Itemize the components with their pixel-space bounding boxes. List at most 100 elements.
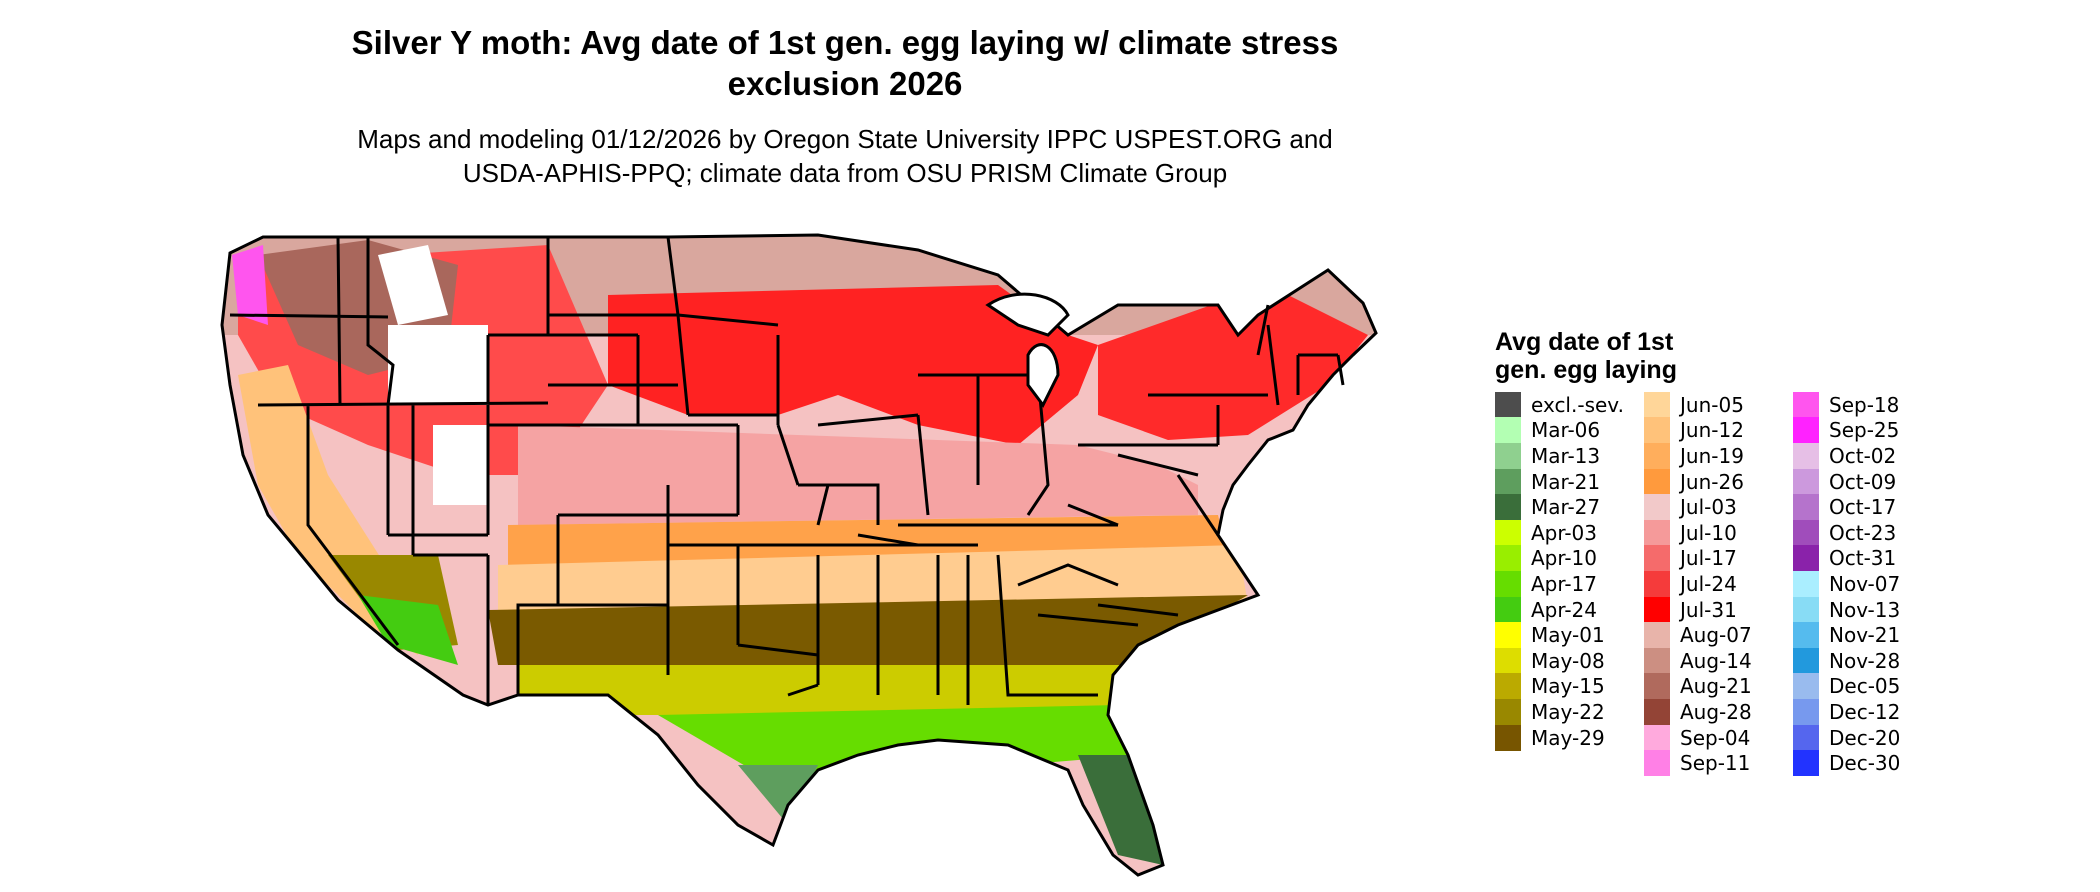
legend-item: Apr-24 [1495,596,1644,623]
legend-item: Dec-05 [1793,673,1942,700]
legend-item: Sep-04 [1644,724,1793,751]
legend-item: Apr-17 [1495,570,1644,597]
zone-midlatitude-pink [518,425,1198,525]
legend-label: Mar-27 [1531,495,1601,520]
legend-swatch [1495,391,1521,418]
legend-swatch [1495,596,1521,623]
legend-swatch [1793,417,1819,444]
legend-label: Jul-31 [1680,597,1737,622]
legend-item: Oct-17 [1793,494,1942,521]
legend-item: Jul-10 [1644,519,1793,546]
legend-item: Apr-03 [1495,519,1644,546]
legend-label: Apr-03 [1531,520,1597,545]
legend-item: Aug-07 [1644,622,1793,649]
legend-label: Aug-28 [1680,699,1752,724]
legend-swatch [1644,468,1670,495]
legend-item: Oct-09 [1793,468,1942,495]
legend-label: Nov-07 [1829,571,1901,596]
legend-title: Avg date of 1st gen. egg laying [1495,328,1942,384]
legend-label: Dec-20 [1829,725,1901,750]
great-lakes [985,292,1070,408]
legend-swatch [1495,494,1521,521]
map-legend: Avg date of 1st gen. egg laying excl.-se… [1495,328,1942,777]
legend-swatch [1793,545,1819,572]
legend-item: May-01 [1495,622,1644,649]
zone-cascades-magenta [232,245,268,325]
legend-item: Dec-20 [1793,724,1942,751]
map-subtitle: Maps and modeling 01/12/2026 by Oregon S… [200,122,1490,190]
legend-item: May-29 [1495,724,1644,751]
zone-upper-midwest-red [608,285,1098,445]
legend-swatch [1495,545,1521,572]
legend-swatch [1793,596,1819,623]
legend-item: Nov-13 [1793,596,1942,623]
legend-label: Mar-06 [1531,418,1601,443]
legend-swatch [1793,391,1819,418]
legend-swatch [1644,622,1670,649]
legend-swatch [1644,494,1670,521]
legend-label: Dec-05 [1829,674,1901,699]
legend-item: Mar-06 [1495,417,1644,444]
legend-swatch [1644,750,1670,777]
legend-swatch [1793,570,1819,597]
legend-item: Mar-13 [1495,442,1644,469]
legend-columns: excl.-sev. Mar-06 Mar-13 Mar-21 Mar-27 Apr-03… [1495,391,1942,777]
legend-label: Oct-31 [1829,546,1897,571]
legend-swatch [1793,494,1819,521]
legend-label: Oct-23 [1829,520,1897,545]
legend-item: Jul-31 [1644,596,1793,623]
map-title-line-1: Silver Y moth: Avg date of 1st gen. egg … [351,24,1339,61]
legend-item: Aug-21 [1644,673,1793,700]
state-lines-south [668,503,1179,705]
zone-south-texas-green [738,765,818,825]
legend-item: Oct-31 [1793,545,1942,572]
legend-column: excl.-sev. Mar-06 Mar-13 Mar-21 Mar-27 Apr-03… [1495,391,1644,776]
legend-label: Nov-28 [1829,648,1901,673]
legend-swatch [1644,698,1670,725]
legend-item: Mar-27 [1495,494,1644,521]
legend-swatch [1793,442,1819,469]
zone-northeast-red [1098,285,1368,440]
legend-label: May-15 [1531,674,1605,699]
legend-label: Sep-18 [1829,392,1900,417]
legend-swatch [1495,622,1521,649]
legend-swatch [1793,519,1819,546]
legend-swatch [1495,698,1521,725]
legend-label: Apr-24 [1531,597,1597,622]
legend-item: Oct-23 [1793,519,1942,546]
legend-swatch [1495,442,1521,469]
legend-item: May-08 [1495,647,1644,674]
legend-swatch [1495,724,1521,751]
legend-label: Dec-30 [1829,751,1901,776]
legend-item: Sep-11 [1644,750,1793,777]
legend-label: May-01 [1531,623,1605,648]
legend-column: Jun-05 Jun-12 Jun-19 Jun-26 Jul-03 Jul-10 Jul-… [1644,391,1793,777]
legend-swatch [1495,519,1521,546]
climate-zones [222,235,1376,875]
map-subtitle-line-1: Maps and modeling 01/12/2026 by Oregon S… [357,124,1333,154]
legend-swatch [1793,622,1819,649]
legend-swatch [1644,673,1670,700]
state-boundaries [220,233,1378,877]
legend-label: Apr-17 [1531,571,1597,596]
legend-title-line-2: gen. egg laying [1495,356,1677,384]
legend-item: Sep-18 [1793,391,1942,418]
legend-item: Jun-19 [1644,442,1793,469]
map-title: Silver Y moth: Avg date of 1st gen. egg … [200,22,1490,104]
legend-label: Jun-12 [1680,418,1744,443]
legend-label: Jul-03 [1680,495,1737,520]
legend-item: Jul-24 [1644,570,1793,597]
state-lines-northeast [1078,304,1345,536]
us-egg-laying-map [220,233,1378,877]
legend-item: Dec-12 [1793,698,1942,725]
legend-label: Jun-05 [1680,392,1744,417]
legend-label: Jun-26 [1680,469,1744,494]
legend-item: Aug-28 [1644,698,1793,725]
zone-wyoming-white [388,325,488,405]
legend-label: Oct-09 [1829,469,1897,494]
legend-item: excl.-sev. [1495,391,1644,418]
legend-label: May-08 [1531,648,1605,673]
legend-swatch [1495,673,1521,700]
zone-lower-desert-green [358,595,458,665]
legend-label: Aug-14 [1680,648,1752,673]
